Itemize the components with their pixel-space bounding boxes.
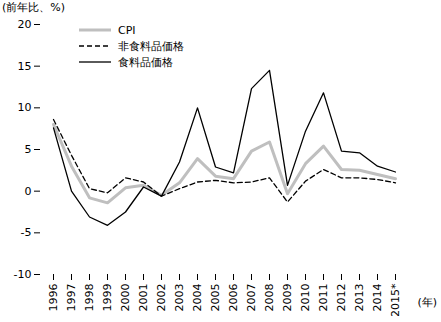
svg-text:-5: -5 (21, 226, 32, 239)
svg-text:2004: 2004 (191, 284, 204, 312)
svg-text:2012: 2012 (335, 284, 348, 312)
html-text:CPI: CPI (118, 23, 136, 37)
svg-text:1997: 1997 (65, 284, 78, 312)
svg-text:2009: 2009 (281, 284, 294, 312)
svg-text:2013: 2013 (353, 284, 366, 312)
svg-text:0: 0 (25, 185, 32, 198)
html-text:(年): (年) (417, 296, 437, 309)
svg-text:15: 15 (18, 60, 32, 73)
html-text:食料品価格: 食料品価格 (118, 55, 173, 69)
svg-text:2010: 2010 (299, 284, 312, 312)
html-text:(前年比、%): (前年比、%) (2, 1, 65, 14)
svg-text:1996: 1996 (47, 284, 60, 312)
svg-text:2002: 2002 (155, 284, 168, 312)
svg-text:-10: -10 (14, 268, 32, 281)
svg-text:2005: 2005 (209, 284, 222, 312)
svg-text:2007: 2007 (245, 284, 258, 312)
svg-text:2008: 2008 (263, 284, 276, 312)
svg-text:1998: 1998 (83, 284, 96, 312)
svg-text:2001: 2001 (137, 284, 150, 312)
svg-text:2003: 2003 (173, 284, 186, 312)
svg-text:2006: 2006 (227, 284, 240, 312)
html-text:非食料品価格: 非食料品価格 (118, 39, 184, 53)
svg-text:2000: 2000 (119, 284, 132, 312)
svg-text:20: 20 (18, 18, 32, 31)
svg-text:1999: 1999 (101, 284, 114, 312)
svg-text:2015*: 2015* (389, 283, 402, 316)
svg-text:10: 10 (18, 101, 32, 114)
svg-text:5: 5 (25, 143, 32, 156)
svg-text:2011: 2011 (317, 284, 330, 312)
svg-text:2014: 2014 (371, 284, 384, 312)
